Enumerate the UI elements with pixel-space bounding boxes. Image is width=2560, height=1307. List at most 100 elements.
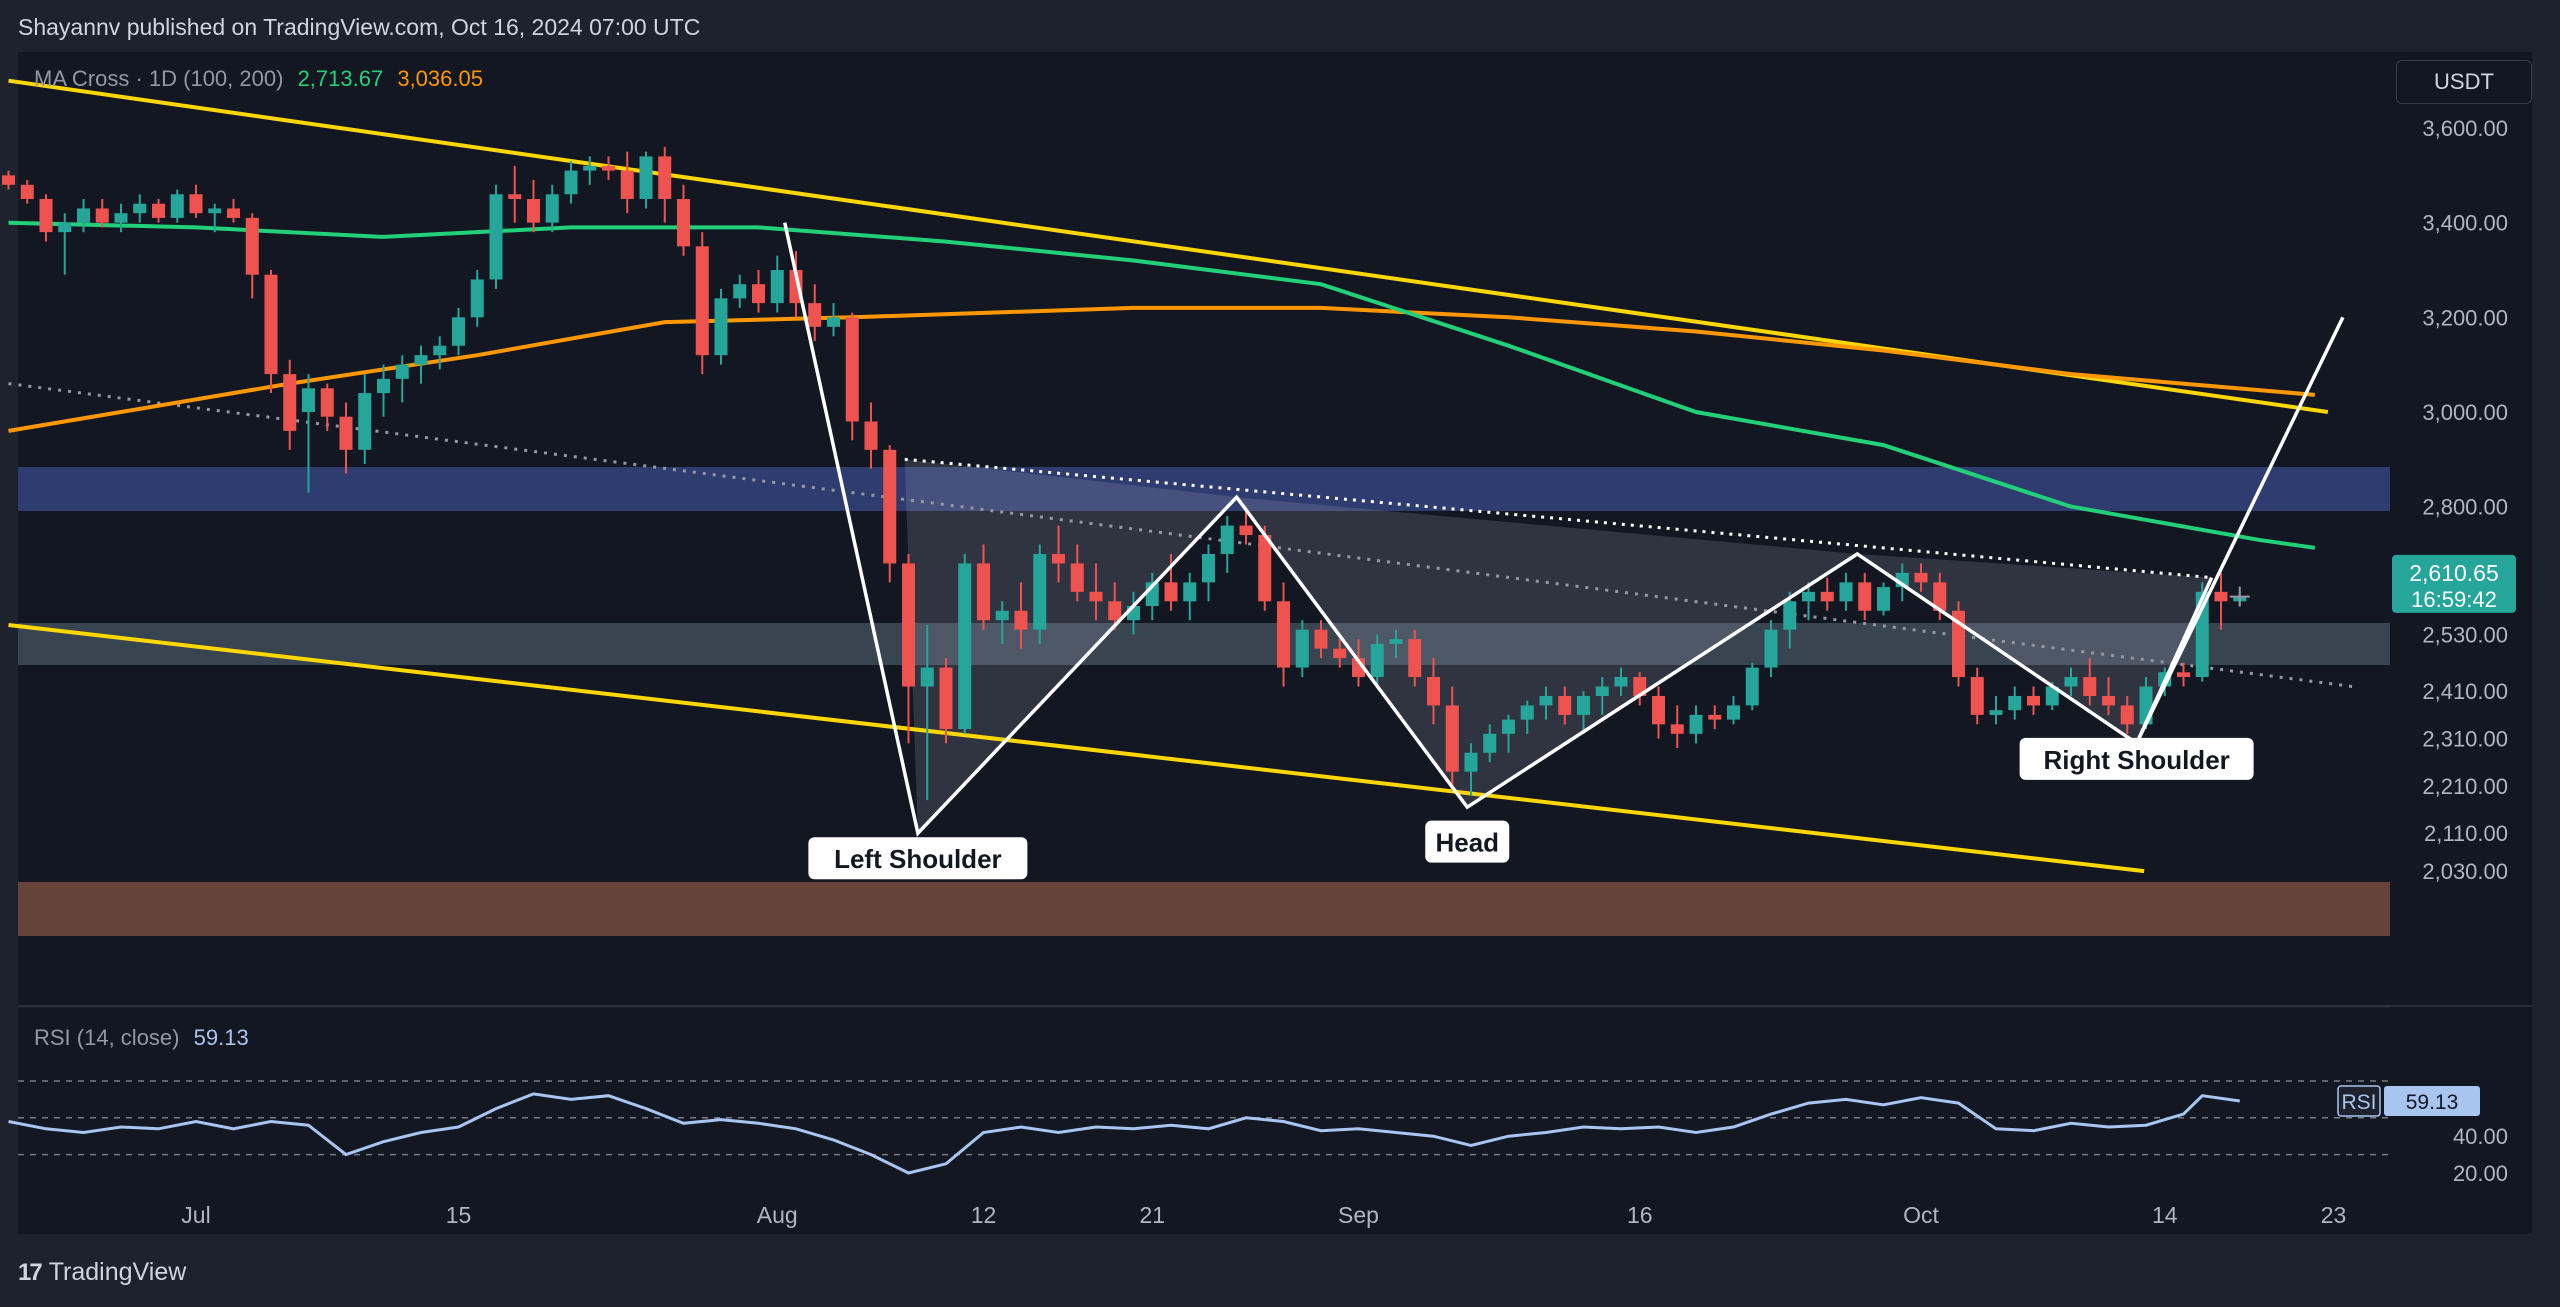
candle — [1258, 525, 1272, 611]
candle-body — [227, 208, 240, 218]
tradingview-logo-icon: 17 — [18, 1258, 43, 1286]
candle — [1202, 544, 1215, 602]
candle — [827, 303, 840, 337]
candle — [1108, 582, 1122, 630]
candle — [1670, 705, 1684, 749]
candle — [545, 184, 559, 233]
candle — [883, 445, 897, 583]
candle — [752, 269, 765, 313]
time-tick-label: 21 — [1139, 1202, 1165, 1228]
candle — [1970, 667, 1984, 725]
countdown-label: 16:59:42 — [2411, 587, 2497, 612]
candle — [395, 355, 409, 403]
candle — [1858, 572, 1872, 621]
neckline — [904, 457, 2212, 580]
rsi-legend[interactable]: RSI (14, close) 59.13 — [34, 1025, 249, 1051]
candle-body — [977, 563, 990, 621]
candle — [1877, 582, 1890, 616]
candle-body — [1502, 719, 1515, 734]
candle — [377, 364, 390, 417]
candle — [1314, 620, 1328, 659]
candle-body — [1614, 677, 1628, 687]
candle — [958, 553, 972, 734]
price-tick-label: 2,110.00 — [2424, 821, 2508, 846]
candle-body — [1727, 705, 1740, 720]
candle-body — [39, 198, 53, 233]
candle — [1952, 601, 1965, 687]
candle — [470, 269, 484, 327]
candle-body — [1802, 591, 1815, 602]
brand-name[interactable]: TradingView — [48, 1258, 187, 1286]
ma200-line — [8, 305, 2315, 433]
candle-body — [995, 610, 1009, 621]
rsi-tick-label: 40.00 — [2453, 1124, 2508, 1149]
currency-selector[interactable]: USDT — [2396, 60, 2532, 104]
candle — [283, 359, 297, 450]
candle — [508, 165, 522, 223]
time-tick-label: 15 — [446, 1202, 472, 1228]
candle — [1839, 572, 1853, 611]
candle — [1783, 591, 1797, 649]
candle-body — [695, 246, 709, 356]
candle-body — [1370, 643, 1384, 678]
candle — [2214, 572, 2228, 630]
price-tick-label: 2,210.00 — [2422, 774, 2508, 799]
candle — [1745, 662, 1759, 711]
candle — [902, 553, 915, 744]
candle — [1539, 686, 1553, 720]
candle-body — [1989, 710, 2003, 715]
time-axis-background — [18, 1190, 2532, 1234]
candle-body — [1970, 677, 1984, 715]
candle — [2064, 667, 2078, 696]
candle-body — [902, 563, 915, 687]
candle — [433, 336, 447, 370]
candle — [2120, 695, 2134, 734]
candle — [1727, 695, 1740, 725]
candle — [1370, 634, 1384, 687]
candle-body — [1652, 695, 1665, 725]
ma-cross-legend[interactable]: MA Cross · 1D (100, 200) 2,713.67 3,036.… — [34, 66, 483, 92]
candle — [2177, 662, 2190, 687]
lower-channel-line — [8, 622, 2145, 874]
label-box — [2019, 737, 2254, 780]
candle — [39, 194, 53, 242]
candle — [1933, 572, 1947, 621]
candle — [808, 284, 822, 341]
candle — [245, 213, 259, 299]
candle-body — [2102, 695, 2115, 706]
indicator-name: MA Cross · 1D (100, 200) — [34, 66, 284, 91]
candle-body — [152, 203, 165, 218]
candle — [189, 184, 203, 218]
candle — [564, 161, 578, 204]
price-tick-label: 3,600.00 — [2422, 116, 2508, 141]
candle-body — [452, 317, 465, 346]
candle-body — [1164, 582, 1178, 602]
candle-body — [1333, 648, 1347, 659]
candle-body — [1877, 587, 1890, 611]
candle-body — [508, 194, 522, 199]
demand-zone — [18, 882, 2390, 936]
candle-body — [133, 203, 147, 214]
candle — [864, 402, 878, 469]
candle — [1014, 582, 1028, 649]
candle — [1989, 695, 2003, 725]
candle — [1708, 705, 1722, 730]
candle-body — [808, 303, 822, 327]
candle-body — [1295, 629, 1309, 668]
candle-body — [114, 213, 128, 223]
candle-body — [1464, 752, 1478, 772]
candle-body — [433, 345, 447, 356]
price-tick-label: 3,200.00 — [2422, 305, 2508, 330]
candle-body — [677, 198, 690, 247]
candle-body — [1914, 572, 1928, 583]
support-zone — [18, 623, 2390, 665]
candle-body — [489, 194, 503, 280]
candle-body — [2083, 677, 2097, 696]
candle-body — [2008, 695, 2022, 711]
candle-body — [1483, 733, 1497, 753]
candle — [1052, 525, 1065, 583]
time-tick-label: 12 — [971, 1202, 997, 1228]
candle — [1183, 572, 1197, 621]
